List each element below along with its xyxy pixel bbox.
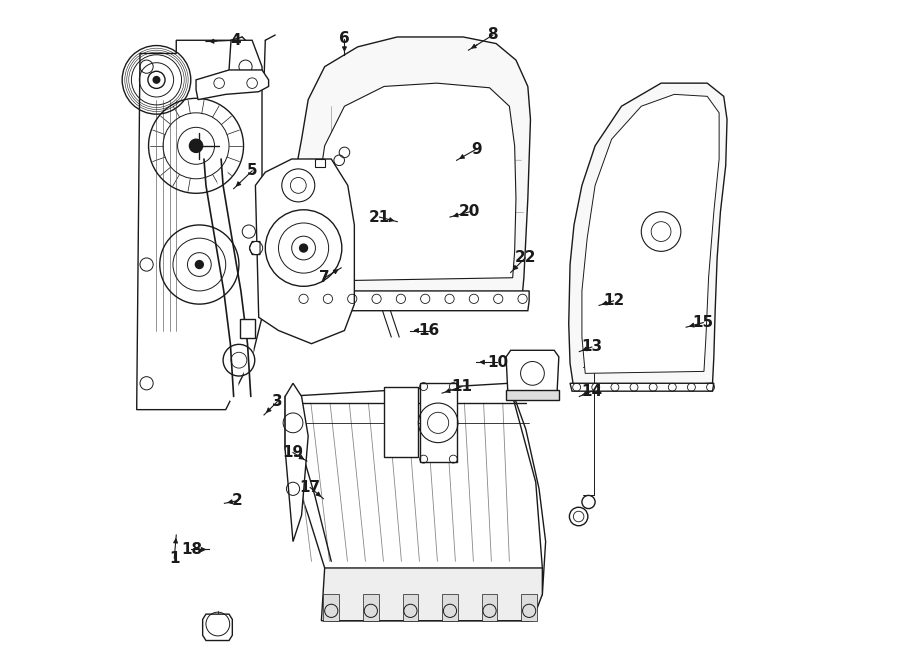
Text: 21: 21 <box>369 210 390 225</box>
Text: 11: 11 <box>452 379 472 394</box>
Circle shape <box>195 260 203 268</box>
Polygon shape <box>295 291 529 311</box>
Polygon shape <box>521 594 537 621</box>
Text: 16: 16 <box>418 323 439 338</box>
Polygon shape <box>315 159 325 167</box>
Circle shape <box>300 244 308 252</box>
Polygon shape <box>569 83 727 390</box>
Polygon shape <box>137 40 262 410</box>
Circle shape <box>153 77 160 83</box>
Polygon shape <box>402 594 418 621</box>
Polygon shape <box>285 383 308 541</box>
Text: 10: 10 <box>487 355 508 369</box>
Text: 7: 7 <box>320 270 330 286</box>
Text: 19: 19 <box>283 445 303 460</box>
Text: 15: 15 <box>693 315 714 330</box>
Text: 5: 5 <box>247 163 257 178</box>
Polygon shape <box>291 37 530 292</box>
Text: 8: 8 <box>488 28 499 42</box>
Text: 4: 4 <box>230 33 241 48</box>
Polygon shape <box>323 594 339 621</box>
Text: 17: 17 <box>300 480 320 495</box>
Text: 1: 1 <box>169 551 179 566</box>
Text: 9: 9 <box>471 141 482 157</box>
Polygon shape <box>384 387 419 457</box>
Circle shape <box>190 139 203 153</box>
Polygon shape <box>420 383 456 463</box>
Text: 2: 2 <box>232 493 243 508</box>
Text: 12: 12 <box>603 293 625 308</box>
Polygon shape <box>249 241 260 254</box>
Polygon shape <box>202 614 232 641</box>
Text: 14: 14 <box>581 383 602 399</box>
Polygon shape <box>315 83 516 281</box>
Polygon shape <box>196 70 268 100</box>
Polygon shape <box>582 95 719 373</box>
Text: 20: 20 <box>459 204 481 219</box>
Polygon shape <box>442 594 458 621</box>
Polygon shape <box>256 159 355 344</box>
Polygon shape <box>240 319 256 338</box>
Text: 22: 22 <box>515 251 536 266</box>
Text: 13: 13 <box>581 340 602 354</box>
Polygon shape <box>506 390 559 400</box>
Text: 3: 3 <box>272 394 283 409</box>
Text: 6: 6 <box>339 32 350 46</box>
Polygon shape <box>363 594 379 621</box>
Polygon shape <box>321 568 543 621</box>
Polygon shape <box>570 383 714 391</box>
Polygon shape <box>285 383 545 621</box>
Text: 18: 18 <box>181 542 202 557</box>
Polygon shape <box>482 594 498 621</box>
Polygon shape <box>506 350 559 397</box>
